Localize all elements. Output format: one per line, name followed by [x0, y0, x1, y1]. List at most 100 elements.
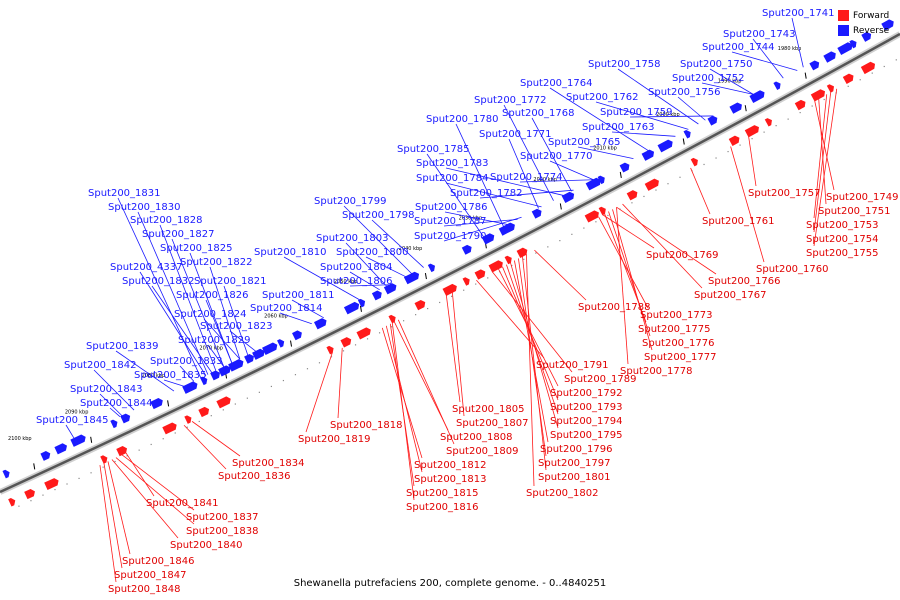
forward-gene[interactable]	[340, 336, 353, 348]
reverse-gene[interactable]	[657, 138, 675, 153]
scale-dot	[451, 295, 453, 297]
forward-gene[interactable]	[516, 246, 530, 258]
reverse-gene[interactable]	[849, 39, 858, 49]
reverse-gene[interactable]	[110, 418, 119, 429]
reverse-gene[interactable]	[749, 89, 766, 103]
scale-dot	[30, 500, 32, 502]
forward-gene[interactable]	[462, 276, 472, 286]
reverse-gene[interactable]	[54, 442, 68, 455]
forward-gene[interactable]	[504, 254, 514, 265]
reverse-gene[interactable]	[70, 433, 87, 447]
scale-dot	[751, 138, 753, 140]
forward-gene[interactable]	[810, 88, 827, 102]
reverse-gene[interactable]	[403, 270, 421, 285]
reverse-gene[interactable]	[619, 161, 632, 173]
forward-gene[interactable]	[442, 283, 459, 297]
reverse-gene[interactable]	[641, 148, 656, 161]
forward-gene[interactable]	[728, 134, 742, 146]
reverse-gene[interactable]	[277, 338, 286, 348]
forward-gene[interactable]	[414, 299, 428, 311]
reverse-gene[interactable]	[507, 221, 517, 232]
reverse-gene[interactable]	[357, 298, 367, 308]
reverse-gene[interactable]	[252, 347, 266, 360]
forward-gene[interactable]	[598, 205, 608, 216]
reverse-gene[interactable]	[383, 282, 398, 295]
reverse-gene[interactable]	[244, 353, 256, 364]
reverse-gene[interactable]	[585, 176, 603, 191]
reverse-gene[interactable]	[729, 101, 743, 114]
reverse-gene[interactable]	[2, 469, 11, 479]
forward-gene[interactable]	[626, 189, 640, 201]
reverse-gene[interactable]	[210, 369, 222, 381]
reverse-gene[interactable]	[182, 380, 199, 394]
reverse-gene[interactable]	[236, 358, 245, 368]
scale-dot	[559, 240, 561, 242]
legend-forward-label: Forward	[853, 10, 890, 21]
scale-dot	[739, 144, 741, 146]
forward-gene[interactable]	[584, 209, 601, 223]
forward-gene[interactable]	[356, 326, 372, 340]
reverse-gene[interactable]	[150, 397, 164, 410]
forward-gene[interactable]	[184, 414, 193, 424]
reverse-gene[interactable]	[531, 207, 544, 219]
forward-gene[interactable]	[44, 477, 60, 490]
reverse-gene-label: Sput200_1785	[397, 144, 470, 155]
scale-dot	[90, 472, 92, 474]
reverse-gene[interactable]	[683, 129, 693, 139]
reverse-gene[interactable]	[597, 174, 607, 185]
scale-dot	[607, 214, 609, 217]
reverse-gene[interactable]	[120, 412, 132, 424]
forward-gene[interactable]	[24, 488, 36, 500]
forward-gene[interactable]	[794, 98, 808, 111]
tick-label: 2030 kbp	[459, 216, 483, 222]
reverse-gene[interactable]	[861, 30, 873, 42]
forward-gene[interactable]	[644, 177, 661, 191]
reverse-gene[interactable]	[218, 364, 232, 377]
forward-connector	[381, 327, 423, 459]
tick-marks: 2100 kbp 2090 kbp 2080 kbp 2070 kbp 2060 kbp…	[8, 46, 897, 507]
forward-gene[interactable]	[162, 421, 178, 435]
reverse-connector	[752, 38, 784, 79]
reverse-gene[interactable]	[262, 341, 279, 355]
reverse-gene[interactable]	[427, 262, 437, 273]
scale-dot	[427, 307, 429, 310]
forward-gene[interactable]	[8, 497, 17, 507]
reverse-gene-label: Sput200_1759	[600, 107, 673, 118]
forward-gene[interactable]	[326, 345, 335, 355]
reverse-gene[interactable]	[371, 289, 384, 301]
forward-gene[interactable]	[764, 117, 774, 127]
reverse-connector	[791, 17, 804, 68]
reverse-gene[interactable]	[773, 80, 782, 90]
forward-gene[interactable]	[216, 395, 232, 409]
reverse-gene[interactable]	[343, 301, 361, 315]
forward-gene[interactable]	[826, 83, 836, 93]
forward-gene[interactable]	[388, 314, 397, 324]
reverse-gene-label: Sput200_1827	[142, 229, 215, 240]
forward-connector	[476, 279, 545, 359]
reverse-gene[interactable]	[481, 232, 496, 245]
reverse-gene[interactable]	[461, 243, 474, 255]
reverse-gene[interactable]	[707, 114, 719, 126]
reverse-gene[interactable]	[292, 329, 304, 341]
forward-gene[interactable]	[116, 445, 128, 457]
reverse-gene[interactable]	[200, 375, 209, 386]
reverse-gene[interactable]	[313, 317, 328, 330]
reverse-gene[interactable]	[837, 41, 854, 56]
reverse-gene-label: Sput200_1768	[502, 108, 575, 119]
forward-gene[interactable]	[198, 406, 210, 418]
scale-dot	[883, 65, 885, 68]
reverse-gene-label: Sput200_1829	[178, 335, 251, 346]
forward-gene[interactable]	[100, 454, 109, 464]
forward-gene[interactable]	[474, 268, 488, 280]
reverse-gene[interactable]	[823, 50, 837, 63]
forward-gene[interactable]	[860, 60, 877, 75]
forward-gene[interactable]	[744, 124, 761, 138]
reverse-gene[interactable]	[881, 18, 895, 31]
reverse-gene-label: Sput200_1844	[80, 398, 153, 409]
forward-gene[interactable]	[488, 259, 505, 273]
reverse-gene[interactable]	[40, 450, 52, 461]
forward-gene[interactable]	[842, 72, 856, 84]
reverse-gene[interactable]	[561, 190, 576, 203]
forward-gene[interactable]	[690, 156, 700, 167]
reverse-gene[interactable]	[809, 59, 821, 71]
